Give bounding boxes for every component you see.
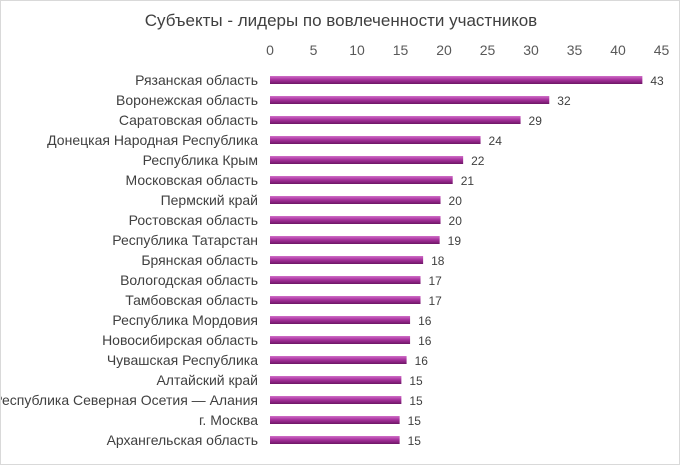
data-label: 15 bbox=[409, 374, 423, 388]
data-label: 24 bbox=[489, 134, 503, 148]
data-label: 15 bbox=[408, 434, 422, 448]
bar bbox=[270, 296, 421, 304]
category-label: Брянская область bbox=[141, 252, 258, 268]
bar bbox=[270, 336, 411, 344]
x-tick-label: 30 bbox=[523, 42, 539, 58]
data-label: 16 bbox=[418, 334, 432, 348]
bar bbox=[270, 196, 441, 204]
bar bbox=[270, 396, 402, 404]
x-tick-label: 45 bbox=[654, 42, 670, 58]
category-label: Пермский край bbox=[161, 192, 258, 208]
data-label: 17 bbox=[429, 294, 443, 308]
bars bbox=[270, 76, 643, 444]
category-label: Республика Мордовия bbox=[112, 312, 258, 328]
category-label: Республика Северная Осетия — Алания bbox=[1, 392, 258, 408]
bar bbox=[270, 176, 453, 184]
category-label: Саратовская область bbox=[119, 112, 258, 128]
bar bbox=[270, 316, 411, 324]
x-tick-label: 35 bbox=[567, 42, 583, 58]
x-tick-label: 0 bbox=[266, 42, 274, 58]
data-label: 18 bbox=[431, 254, 445, 268]
data-label: 21 bbox=[461, 174, 475, 188]
category-label: Рязанская область bbox=[135, 72, 258, 88]
data-label: 32 bbox=[557, 94, 571, 108]
category-label: Архангельская область bbox=[107, 432, 258, 448]
data-label: 17 bbox=[429, 274, 443, 288]
category-label: Алтайский край bbox=[156, 372, 258, 388]
category-label: Республика Крым bbox=[143, 152, 258, 168]
category-label: Вологодская область bbox=[120, 272, 258, 288]
x-tick-label: 40 bbox=[610, 42, 626, 58]
bar bbox=[270, 216, 441, 224]
data-label: 16 bbox=[418, 314, 432, 328]
bar bbox=[270, 116, 521, 124]
bar bbox=[270, 276, 421, 284]
x-tick-label: 15 bbox=[393, 42, 409, 58]
data-label: 29 bbox=[529, 114, 543, 128]
category-label: Чувашская Республика bbox=[107, 352, 258, 368]
data-label: 43 bbox=[650, 74, 664, 88]
x-tick-label: 10 bbox=[349, 42, 365, 58]
x-tick-label: 25 bbox=[480, 42, 496, 58]
bar bbox=[270, 96, 550, 104]
x-tick-label: 5 bbox=[310, 42, 318, 58]
category-label: Новосибирская область bbox=[102, 332, 258, 348]
data-label: 19 bbox=[448, 234, 462, 248]
category-label: Тамбовская область bbox=[125, 292, 258, 308]
bar bbox=[270, 236, 440, 244]
bar bbox=[270, 136, 481, 144]
bar bbox=[270, 376, 402, 384]
data-label: 20 bbox=[449, 194, 463, 208]
data-label: 16 bbox=[415, 354, 429, 368]
category-labels: Рязанская область Воронежская область Сара… bbox=[1, 72, 258, 448]
category-label: г. Москва bbox=[199, 412, 258, 428]
bar bbox=[270, 356, 407, 364]
bar bbox=[270, 416, 400, 424]
category-label: Ростовская область bbox=[129, 212, 258, 228]
data-label: 15 bbox=[408, 414, 422, 428]
bar bbox=[270, 436, 400, 444]
category-label: Московская область bbox=[126, 172, 258, 188]
category-label: Донецкая Народная Республика bbox=[47, 132, 258, 148]
bar bbox=[270, 76, 643, 84]
data-label: 15 bbox=[409, 394, 423, 408]
data-label: 20 bbox=[449, 214, 463, 228]
category-label: Воронежская область bbox=[116, 92, 258, 108]
bar bbox=[270, 156, 464, 164]
x-tick-label: 20 bbox=[436, 42, 452, 58]
x-axis-ticks: 0 5 10 15 20 25 30 35 40 45 bbox=[266, 42, 669, 58]
bar bbox=[270, 256, 424, 264]
chart-title: Субъекты - лидеры по вовлеченности участ… bbox=[144, 11, 538, 30]
category-label: Республика Татарстан bbox=[112, 232, 258, 248]
data-label: 22 bbox=[471, 154, 485, 168]
